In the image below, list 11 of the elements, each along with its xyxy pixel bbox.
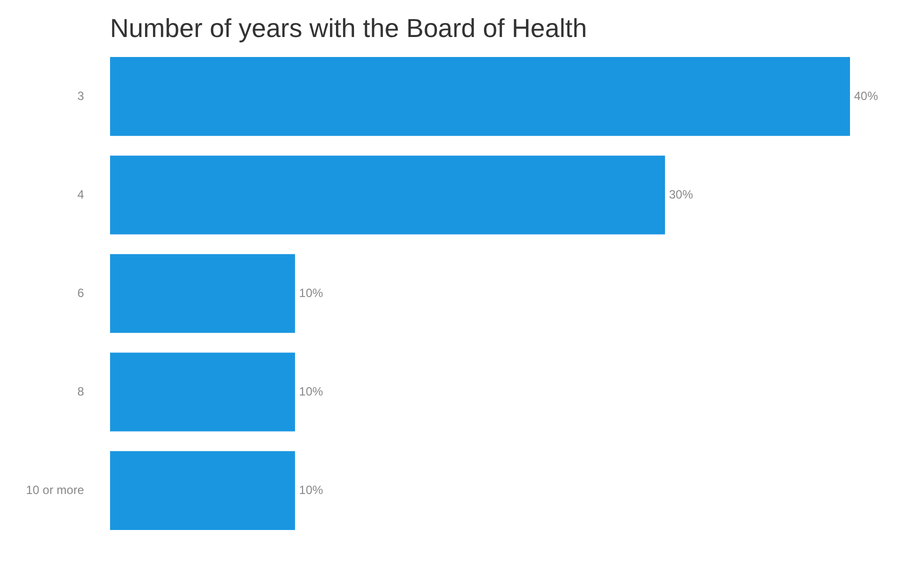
data-label: 40%	[854, 88, 878, 103]
data-label: 30%	[669, 187, 694, 202]
y-tick-label: 10 or more	[26, 482, 84, 497]
y-tick-label: 6	[77, 286, 84, 300]
y-tick-label: 3	[77, 88, 84, 103]
chart-title: Number of years with the Board of Health	[110, 12, 587, 43]
data-label: 10%	[299, 482, 324, 497]
data-label: 10%	[299, 384, 324, 398]
y-tick-label: 8	[77, 384, 84, 398]
y-tick-label: 4	[77, 187, 84, 202]
data-label: 10%	[299, 286, 324, 300]
